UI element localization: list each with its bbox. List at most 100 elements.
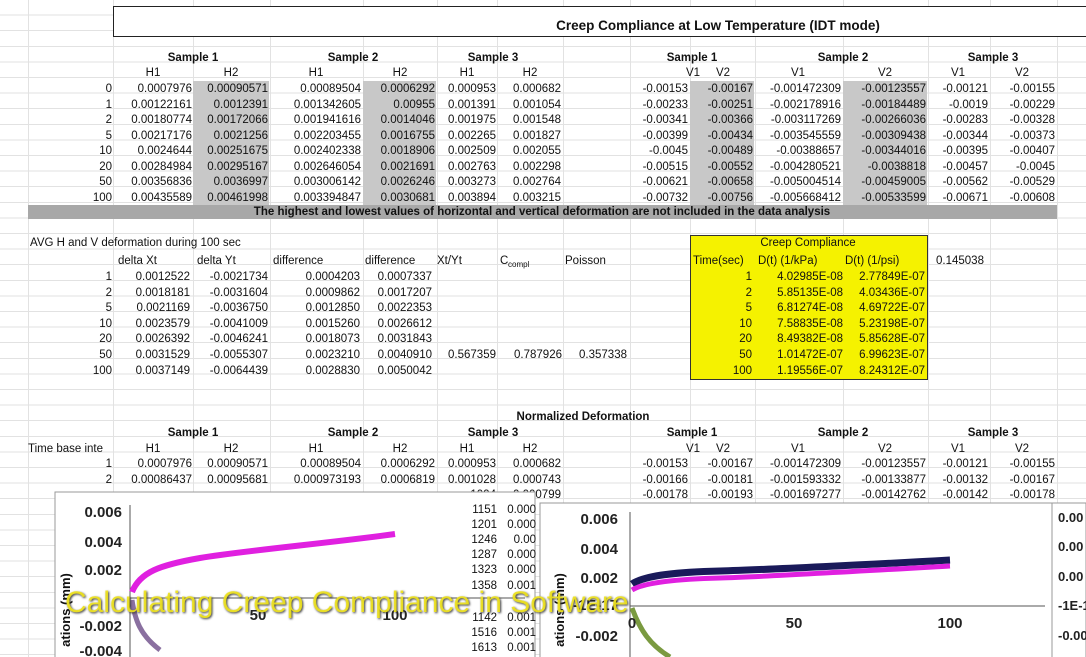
cell: -0.00121 — [942, 458, 988, 470]
cell: 1142 — [472, 612, 497, 624]
cell: 0.000 — [507, 519, 536, 531]
cell: 0.000953 — [448, 83, 496, 95]
column-header: Xt/Yt — [437, 255, 462, 267]
column-header: H1 — [145, 443, 161, 455]
y-tick-label: -1E-17 — [572, 597, 618, 614]
y-tick-label: 0.002 — [84, 562, 122, 579]
cell: 0.00295167 — [207, 160, 268, 173]
column-header: H2 — [223, 67, 239, 79]
table-title: Creep Compliance — [760, 237, 856, 249]
column-header: H1 — [145, 67, 161, 79]
row-header: Time base inte — [28, 443, 103, 455]
cell: 0.0012522 — [135, 271, 190, 283]
grid-line — [28, 0, 29, 657]
y-tick-label: 0.004 — [580, 541, 618, 558]
cell: 0.00089504 — [300, 83, 361, 95]
cell: -0.00178 — [1009, 489, 1055, 501]
grid-line — [113, 0, 114, 657]
cell: -0.0021734 — [209, 271, 268, 283]
cell: 0.001 — [507, 612, 536, 624]
cell: -0.00671 — [942, 191, 988, 204]
cell: -0.00366 — [707, 114, 753, 126]
column-header: V2 — [877, 67, 893, 79]
cell: 100 — [92, 364, 112, 377]
group-header: Sample 2 — [817, 427, 869, 439]
cell: 1613 — [471, 642, 497, 654]
cell: 0.0009862 — [305, 286, 360, 299]
cell: 0.0016755 — [380, 129, 435, 142]
y-tick-label: 0.006 — [580, 511, 618, 528]
cell: 0.0018906 — [380, 145, 435, 157]
cell: 1.01472E-07 — [777, 349, 843, 361]
group-header: Sample 1 — [167, 52, 219, 64]
cell: -0.00266036 — [861, 114, 926, 126]
cell: 5.85135E-08 — [777, 286, 843, 299]
cell: 0.001941616 — [293, 114, 361, 126]
cell: 0.001342605 — [293, 98, 361, 111]
cell: 0.0022353 — [377, 302, 432, 315]
group-header: Sample 2 — [327, 427, 379, 439]
cell: -0.00132 — [942, 473, 988, 486]
cell: 0.0026246 — [380, 176, 435, 188]
cell: 1246 — [471, 534, 497, 546]
row-label: 5 — [105, 129, 112, 142]
cell: 10 — [99, 317, 112, 330]
grid-line — [270, 0, 271, 657]
cell: -0.005668412 — [770, 191, 841, 204]
cell: 0.0024644 — [137, 145, 192, 157]
cell: -0.00341 — [642, 114, 688, 126]
cell: 5.85628E-07 — [859, 333, 925, 346]
cell: -0.00155 — [1009, 458, 1055, 470]
cell: -0.00123557 — [861, 83, 926, 95]
cell: 0.000743 — [513, 473, 561, 486]
group-header: Sample 3 — [467, 52, 519, 64]
cell: -0.004280521 — [770, 160, 841, 173]
cell: -0.00608 — [1009, 191, 1055, 204]
cell: 8.24312E-07 — [859, 364, 925, 377]
row-label: 1 — [105, 458, 112, 470]
column-header: compl — [508, 260, 530, 269]
x-tick-label: 100 — [382, 607, 408, 624]
column-header: V1 — [950, 67, 966, 79]
cell: -0.001472309 — [770, 458, 841, 470]
cell: -0.00167 — [707, 458, 753, 470]
cell: -0.00621 — [642, 176, 688, 188]
grid-line — [1057, 0, 1058, 657]
column-header: V1 — [685, 67, 701, 79]
cell: 0.0012850 — [305, 302, 360, 315]
cell: 0.002055 — [513, 145, 561, 157]
cell: 0.000 — [507, 504, 536, 516]
cell: 1 — [745, 271, 752, 283]
cell: 1516 — [471, 627, 497, 639]
cell: -0.00142762 — [861, 489, 926, 501]
column-header: H1 — [308, 67, 324, 79]
group-header: Sample 2 — [817, 52, 869, 64]
curve — [629, 607, 672, 657]
cell: -0.00395 — [942, 145, 988, 157]
cell: 0.002763 — [448, 160, 496, 173]
cell: -0.00344 — [942, 129, 988, 142]
cell: 0.001548 — [513, 114, 561, 126]
column-header: difference — [365, 255, 416, 267]
grid-line — [193, 0, 194, 657]
section-label: AVG H and V deformation during 100 sec — [30, 237, 241, 249]
video-caption: Calculating Creep Compliance in Software — [65, 586, 629, 619]
cell: 0.00955 — [393, 98, 435, 111]
grid-line — [563, 0, 564, 657]
cell: 0.00435589 — [131, 191, 192, 204]
cell: -0.00121 — [942, 83, 988, 95]
cell: 0.0031843 — [377, 333, 432, 346]
cell: 4.03436E-07 — [859, 286, 925, 299]
cell: 0.000 — [507, 564, 536, 576]
cell: -0.00529 — [1009, 176, 1055, 188]
cell: 0.001 — [507, 642, 536, 654]
section-title: Normalized Deformation — [516, 411, 650, 423]
y-tick-label: -0.00 — [1058, 628, 1086, 643]
group-header: Sample 2 — [327, 52, 379, 64]
y-tick-label: 0.00 — [1058, 569, 1084, 584]
x-tick-label: 0 — [627, 615, 637, 632]
cell: 0.0012391 — [213, 98, 268, 111]
cell: 6.81274E-08 — [777, 302, 843, 315]
